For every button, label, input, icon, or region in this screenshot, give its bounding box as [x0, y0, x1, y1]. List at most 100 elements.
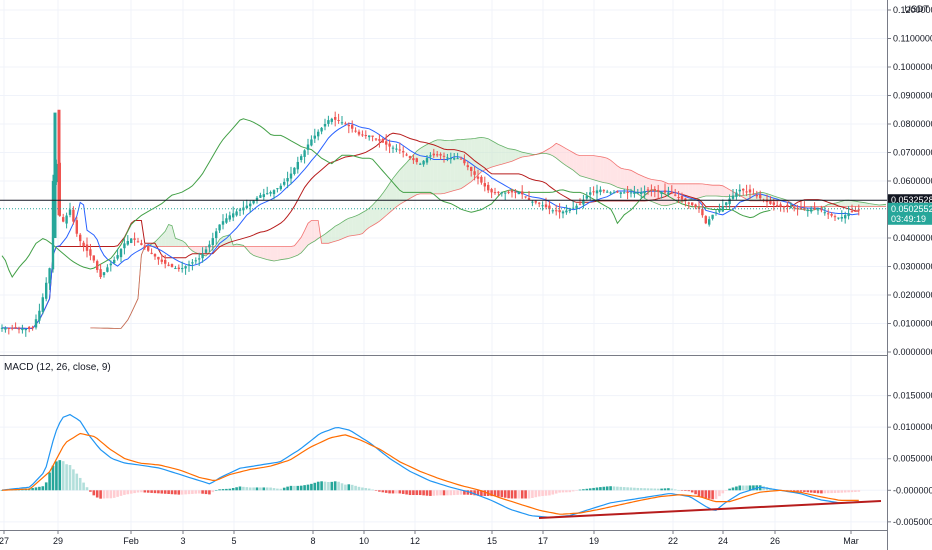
candle-body[interactable] [249, 203, 252, 207]
candle-body[interactable] [663, 190, 667, 193]
candle-body[interactable] [582, 199, 585, 205]
candle-body[interactable] [238, 209, 242, 211]
candle-body[interactable] [198, 258, 201, 260]
candle-body[interactable] [748, 189, 752, 193]
candle-body[interactable] [697, 207, 701, 209]
candle-body[interactable] [310, 139, 313, 146]
candle-body[interactable] [408, 156, 412, 159]
candle-body[interactable] [640, 192, 643, 195]
candle-body[interactable] [721, 206, 724, 212]
candle-body[interactable] [691, 202, 694, 206]
candle-body[interactable] [806, 209, 809, 212]
candle-body[interactable] [745, 191, 748, 193]
candle-body[interactable] [221, 221, 225, 225]
candle-body[interactable] [402, 151, 405, 153]
candle-body[interactable] [755, 195, 758, 197]
candle-body[interactable] [395, 148, 398, 150]
candle-body[interactable] [235, 211, 238, 216]
candle-body[interactable] [521, 191, 524, 195]
candle-body[interactable] [99, 269, 102, 278]
candle-body[interactable] [544, 204, 548, 208]
candle-body[interactable] [470, 166, 473, 171]
candle-body[interactable] [765, 199, 769, 203]
candle-body[interactable] [585, 196, 588, 199]
candle-body[interactable] [595, 190, 599, 194]
candle-body[interactable] [514, 191, 517, 193]
candle-body[interactable] [259, 195, 262, 198]
candle-body[interactable] [133, 238, 136, 240]
candle-body[interactable] [232, 213, 235, 218]
candle-body[interactable] [347, 124, 350, 127]
candle-body[interactable] [446, 157, 449, 159]
candle-body[interactable] [53, 112, 57, 238]
candle-body[interactable] [759, 194, 762, 199]
candle-body[interactable] [415, 158, 418, 163]
candle-body[interactable] [507, 191, 510, 193]
candle-body[interactable] [293, 167, 296, 174]
candle-body[interactable] [653, 189, 656, 191]
candle-body[interactable] [269, 192, 272, 194]
candle-body[interactable] [116, 255, 119, 259]
candle-body[interactable] [497, 191, 500, 193]
candle-body[interactable] [561, 211, 565, 214]
candle-body[interactable] [255, 197, 259, 201]
candle-body[interactable] [143, 245, 146, 248]
candle-body[interactable] [354, 130, 357, 132]
candle-body[interactable] [833, 216, 837, 218]
candle-body[interactable] [772, 202, 775, 205]
candle-body[interactable] [57, 109, 61, 216]
candle-body[interactable] [351, 124, 354, 129]
candle-body[interactable] [786, 204, 789, 207]
candle-body[interactable] [609, 192, 612, 194]
candle-body[interactable] [711, 214, 714, 219]
candle-body[interactable] [38, 310, 41, 321]
candle-body[interactable] [419, 163, 422, 165]
candle-body[interactable] [0, 327, 4, 329]
candle-body[interactable] [578, 203, 582, 205]
candle-body[interactable] [191, 262, 194, 264]
candle-body[interactable] [177, 267, 180, 270]
candle-body[interactable] [167, 264, 170, 266]
candle-body[interactable] [65, 215, 68, 224]
candle-body[interactable] [136, 241, 140, 243]
candle-body[interactable] [75, 220, 78, 234]
candle-body[interactable] [650, 189, 653, 191]
candle-body[interactable] [245, 205, 248, 209]
candle-body[interactable] [160, 259, 163, 262]
candle-body[interactable] [41, 297, 44, 312]
macd-axis[interactable]: 0.0150000 0.0100000 0.0050000 -0.0000000 -0.… [887, 391, 932, 527]
candle-body[interactable] [490, 189, 493, 193]
candle-body[interactable] [551, 210, 554, 212]
candle-body[interactable] [565, 210, 568, 213]
candle-body[interactable] [391, 147, 395, 149]
candle-body[interactable] [854, 210, 857, 212]
candle-body[interactable] [599, 189, 602, 193]
candle-body[interactable] [4, 328, 7, 330]
candle-body[interactable] [555, 210, 558, 212]
candle-body[interactable] [602, 190, 605, 192]
candle-body[interactable] [837, 217, 840, 219]
candle-body[interactable] [92, 255, 95, 261]
candle-body[interactable] [208, 244, 211, 248]
candle-body[interactable] [130, 238, 133, 243]
candle-body[interactable] [473, 171, 476, 175]
candle-body[interactable] [589, 192, 592, 195]
candle-body[interactable] [606, 191, 609, 193]
candle-body[interactable] [704, 216, 707, 224]
candle-body[interactable] [17, 328, 21, 330]
candle-body[interactable] [823, 212, 826, 214]
current-price-badge[interactable] [888, 202, 932, 225]
candle-body[interactable] [701, 208, 704, 216]
candle-body[interactable] [7, 327, 10, 329]
candle-body[interactable] [453, 158, 456, 160]
candle-body[interactable] [82, 242, 85, 246]
candle-body[interactable] [412, 158, 415, 161]
macd-indicator-label[interactable]: MACD (12, 26, close, 9) [4, 362, 111, 373]
candle-body[interactable] [211, 238, 214, 246]
candle-body[interactable] [619, 192, 622, 194]
candle-body[interactable] [534, 201, 537, 203]
candle-body[interactable] [102, 272, 106, 276]
candle-body[interactable] [616, 191, 619, 193]
candle-body[interactable] [398, 149, 401, 151]
